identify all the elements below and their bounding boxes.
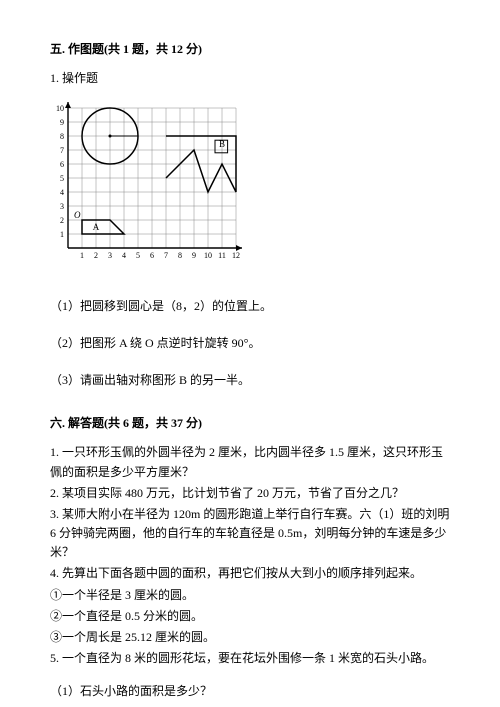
section6-q5: 5. 一个直径为 8 米的圆形花坛，要在花坛外围修一条 1 米宽的石头小路。	[50, 649, 450, 668]
svg-text:8: 8	[60, 132, 64, 141]
svg-text:5: 5	[60, 174, 64, 183]
section6-title: 六. 解答题(共 6 题，共 37 分)	[50, 414, 450, 433]
section6-q4b: ②一个直径是 0.5 分米的圆。	[50, 607, 450, 626]
svg-text:8: 8	[178, 251, 182, 260]
svg-text:9: 9	[192, 251, 196, 260]
svg-text:4: 4	[122, 251, 126, 260]
svg-text:11: 11	[218, 251, 226, 260]
grid-figure: 12345678910111212345678910AOB	[50, 100, 450, 276]
svg-text:6: 6	[150, 251, 154, 260]
svg-text:10: 10	[204, 251, 212, 260]
svg-text:3: 3	[108, 251, 112, 260]
svg-text:7: 7	[164, 251, 168, 260]
section5-sub2: （2）把图形 A 绕 O 点逆时针旋转 90°。	[50, 334, 450, 353]
svg-text:6: 6	[60, 160, 64, 169]
section5-title: 五. 作图题(共 1 题，共 12 分)	[50, 40, 450, 59]
section5-sub3: （3）请画出轴对称图形 B 的另一半。	[50, 371, 450, 390]
section6-q4: 4. 先算出下面各题中圆的面积，再把它们按从大到小的顺序排列起来。	[50, 564, 450, 583]
svg-text:3: 3	[60, 202, 64, 211]
svg-text:7: 7	[60, 146, 64, 155]
section6-q2: 2. 某项目实际 480 万元，比计划节省了 20 万元，节省了百分之几？	[50, 484, 450, 503]
svg-text:2: 2	[60, 216, 64, 225]
svg-text:9: 9	[60, 118, 64, 127]
section5-problem-label: 1. 操作题	[50, 69, 450, 88]
svg-text:O: O	[74, 210, 81, 220]
svg-text:1: 1	[80, 251, 84, 260]
svg-text:2: 2	[94, 251, 98, 260]
section6-q4c: ③一个周长是 25.12 厘米的圆。	[50, 628, 450, 647]
svg-text:5: 5	[136, 251, 140, 260]
section6-q5a: （1）石头小路的面积是多少？	[50, 682, 450, 701]
section6-q4a: ①一个半径是 3 厘米的圆。	[50, 586, 450, 605]
section5-sub1: （1）把圆移到圆心是（8，2）的位置上。	[50, 297, 450, 316]
svg-text:1: 1	[60, 230, 64, 239]
svg-text:10: 10	[56, 104, 64, 113]
section6-q1: 1. 一只环形玉佩的外圆半径为 2 厘米，比内圆半径多 1.5 厘米，这只环形玉…	[50, 443, 450, 481]
svg-text:4: 4	[60, 188, 64, 197]
section6-q3: 3. 某师大附小在半径为 120m 的圆形跑道上举行自行车赛。六（1）班的刘明 …	[50, 505, 450, 563]
svg-text:A: A	[93, 222, 100, 232]
svg-text:12: 12	[232, 251, 240, 260]
